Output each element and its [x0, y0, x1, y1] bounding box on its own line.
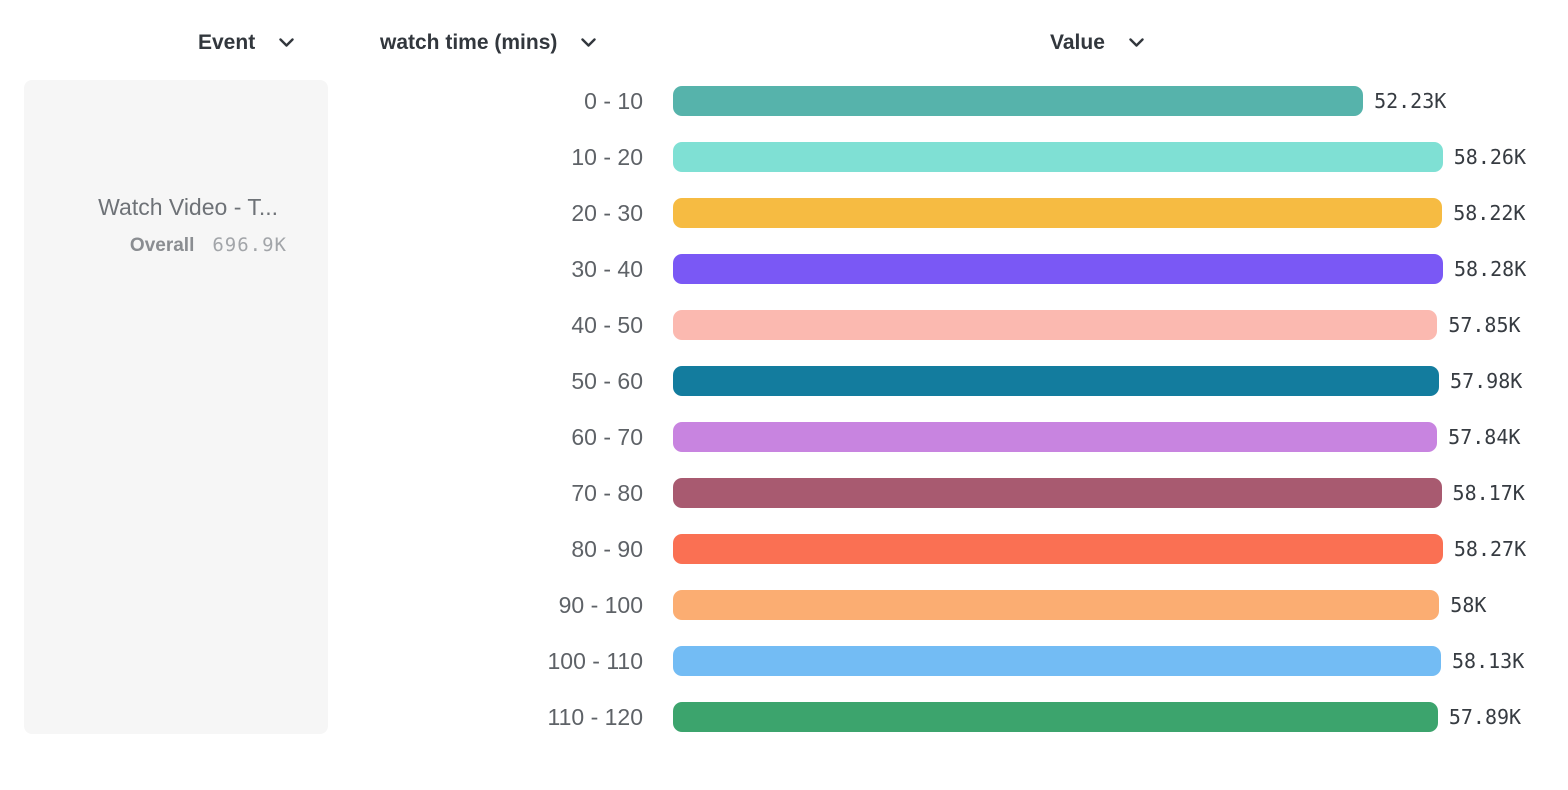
- event-dropdown-label: Event: [198, 31, 256, 54]
- category-label: 70 - 80: [571, 479, 643, 506]
- category-label: 90 - 100: [558, 591, 643, 618]
- bar-value-label: 52.23K: [1374, 89, 1447, 113]
- overall-value: 696.9K: [212, 234, 287, 256]
- category-label: 50 - 60: [571, 367, 643, 394]
- chevron-down-icon: [581, 38, 597, 48]
- chart-row: 10 - 20 58.26K: [0, 129, 1568, 185]
- chart-row: 70 - 80 58.17K: [0, 465, 1568, 521]
- bar[interactable]: [673, 254, 1443, 284]
- bar-chart: 0 - 10 52.23K 10 - 20 58.26K 20 - 30 58.22K 30…: [0, 73, 1568, 745]
- bar[interactable]: [673, 86, 1364, 116]
- bar-area: 57.89K: [673, 702, 1568, 732]
- bar-value-label: 58.28K: [1454, 257, 1527, 281]
- chart-row: 20 - 30 58.22K: [0, 185, 1568, 241]
- bar-area: 58.28K: [673, 254, 1568, 284]
- bar-value-label: 58.13K: [1452, 649, 1525, 673]
- chart-row: 110 - 120 57.89K: [0, 689, 1568, 745]
- bar-value-label: 58.27K: [1453, 537, 1527, 561]
- category-label: 10 - 20: [571, 143, 643, 170]
- bar[interactable]: [673, 534, 1443, 564]
- category-label: 20 - 30: [571, 199, 643, 226]
- category-label: 100 - 110: [547, 647, 643, 674]
- chart-row: 50 - 60 57.98K: [0, 353, 1568, 409]
- bar-value-label: 57.89K: [1448, 705, 1522, 729]
- breakdown-dropdown[interactable]: watch time (mins): [380, 28, 597, 58]
- chart-row: 0 - 10 52.23K: [0, 73, 1568, 129]
- bar-value-label: 57.85K: [1448, 313, 1521, 337]
- bar[interactable]: [673, 422, 1438, 452]
- breakdown-dropdown-label: watch time (mins): [380, 31, 558, 54]
- chevron-down-icon: [1129, 38, 1144, 48]
- value-dropdown[interactable]: Value: [1050, 28, 1144, 58]
- bar[interactable]: [673, 198, 1443, 228]
- bar-area: 57.98K: [673, 366, 1568, 396]
- bar-value-label: 58.22K: [1453, 201, 1526, 225]
- bar-area: 58.27K: [673, 534, 1568, 564]
- bar-area: 52.23K: [673, 86, 1568, 116]
- bar-value-label: 58.17K: [1452, 481, 1525, 505]
- chart-row: 80 - 90 58.27K: [0, 521, 1568, 577]
- value-dropdown-label: Value: [1050, 31, 1105, 54]
- event-card-title: Watch Video - T...: [98, 194, 278, 220]
- category-label: 40 - 50: [571, 311, 643, 338]
- chevron-down-icon: [279, 38, 294, 48]
- bar[interactable]: [673, 478, 1442, 508]
- category-label: 60 - 70: [571, 423, 643, 450]
- chart-row: 30 - 40 58.28K: [0, 241, 1568, 297]
- category-label: 0 - 10: [584, 87, 643, 114]
- bar[interactable]: [673, 310, 1438, 340]
- bar-area: 57.84K: [673, 422, 1568, 452]
- chart-row: 100 - 110 58.13K: [0, 633, 1568, 689]
- bar-area: 58.22K: [673, 198, 1568, 228]
- bar-area: 58.26K: [673, 142, 1568, 172]
- category-label: 30 - 40: [571, 255, 643, 282]
- bar-value-label: 58.26K: [1453, 145, 1526, 169]
- category-label: 110 - 120: [547, 703, 643, 730]
- event-overall-row: Overall 696.9K: [130, 234, 287, 257]
- bar-value-label: 58K: [1450, 593, 1487, 617]
- chart-row: 90 - 100 58K: [0, 577, 1568, 633]
- bar[interactable]: [673, 590, 1440, 620]
- bar-area: 58.17K: [673, 478, 1568, 508]
- bar-area: 57.85K: [673, 310, 1568, 340]
- bar-value-label: 57.98K: [1450, 369, 1523, 393]
- chart-row: 40 - 50 57.85K: [0, 297, 1568, 353]
- overall-label: Overall: [129, 235, 195, 256]
- bar-area: 58.13K: [673, 646, 1568, 676]
- bar-value-label: 57.84K: [1448, 425, 1521, 449]
- chart-row: 60 - 70 57.84K: [0, 409, 1568, 465]
- bar-area: 58K: [673, 590, 1568, 620]
- category-label: 80 - 90: [571, 535, 643, 562]
- bar[interactable]: [673, 142, 1443, 172]
- event-card[interactable]: Watch Video - T... Overall 696.9K: [24, 80, 328, 734]
- bar[interactable]: [673, 702, 1438, 732]
- bar[interactable]: [673, 366, 1440, 396]
- bar[interactable]: [673, 646, 1442, 676]
- event-dropdown[interactable]: Event: [198, 28, 294, 58]
